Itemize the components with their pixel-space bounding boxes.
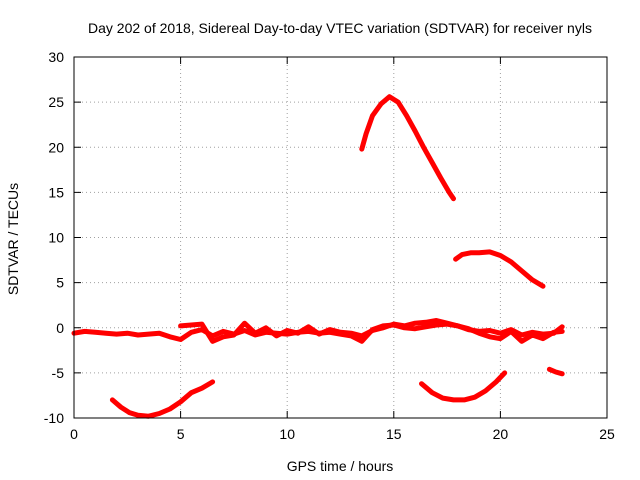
x-tick-label: 0	[70, 426, 78, 442]
y-tick-label: 15	[48, 184, 64, 200]
series-line-arc-negative-right	[419, 370, 508, 403]
y-tick-label: 20	[48, 139, 64, 155]
chart-title: Day 202 of 2018, Sidereal Day-to-day VTE…	[88, 20, 592, 36]
y-tick-label: -5	[52, 365, 65, 381]
x-tick-label: 20	[493, 426, 509, 442]
x-tick-label: 10	[279, 426, 295, 442]
y-tick-label: 0	[56, 320, 64, 336]
x-tick-label: 15	[386, 426, 402, 442]
y-tick-label: 25	[48, 94, 64, 110]
series-line-arc-short	[546, 366, 565, 377]
series-line-arc-baseline-2	[178, 318, 565, 344]
x-tick-label: 25	[599, 426, 615, 442]
plot-frame	[73, 56, 608, 419]
y-tick-label: 30	[48, 49, 64, 65]
x-tick-label: 5	[177, 426, 185, 442]
axis-ticks: 0 5 10 15 20 25 -10 -5 0 5 10 15 20 25 30	[44, 49, 615, 442]
y-tick-label: 5	[56, 275, 64, 291]
series-line-arc-positive	[453, 249, 546, 289]
x-axis-label: GPS time / hours	[287, 458, 394, 474]
y-axis-label: SDTVAR / TECUs	[5, 183, 21, 295]
grid-lines	[74, 57, 607, 418]
series-line-arc-peak	[359, 94, 456, 202]
y-tick-label: 10	[48, 230, 64, 246]
series-line-arc-negative-left	[109, 379, 216, 419]
data-series	[71, 94, 565, 419]
y-tick-label: -10	[44, 410, 64, 426]
